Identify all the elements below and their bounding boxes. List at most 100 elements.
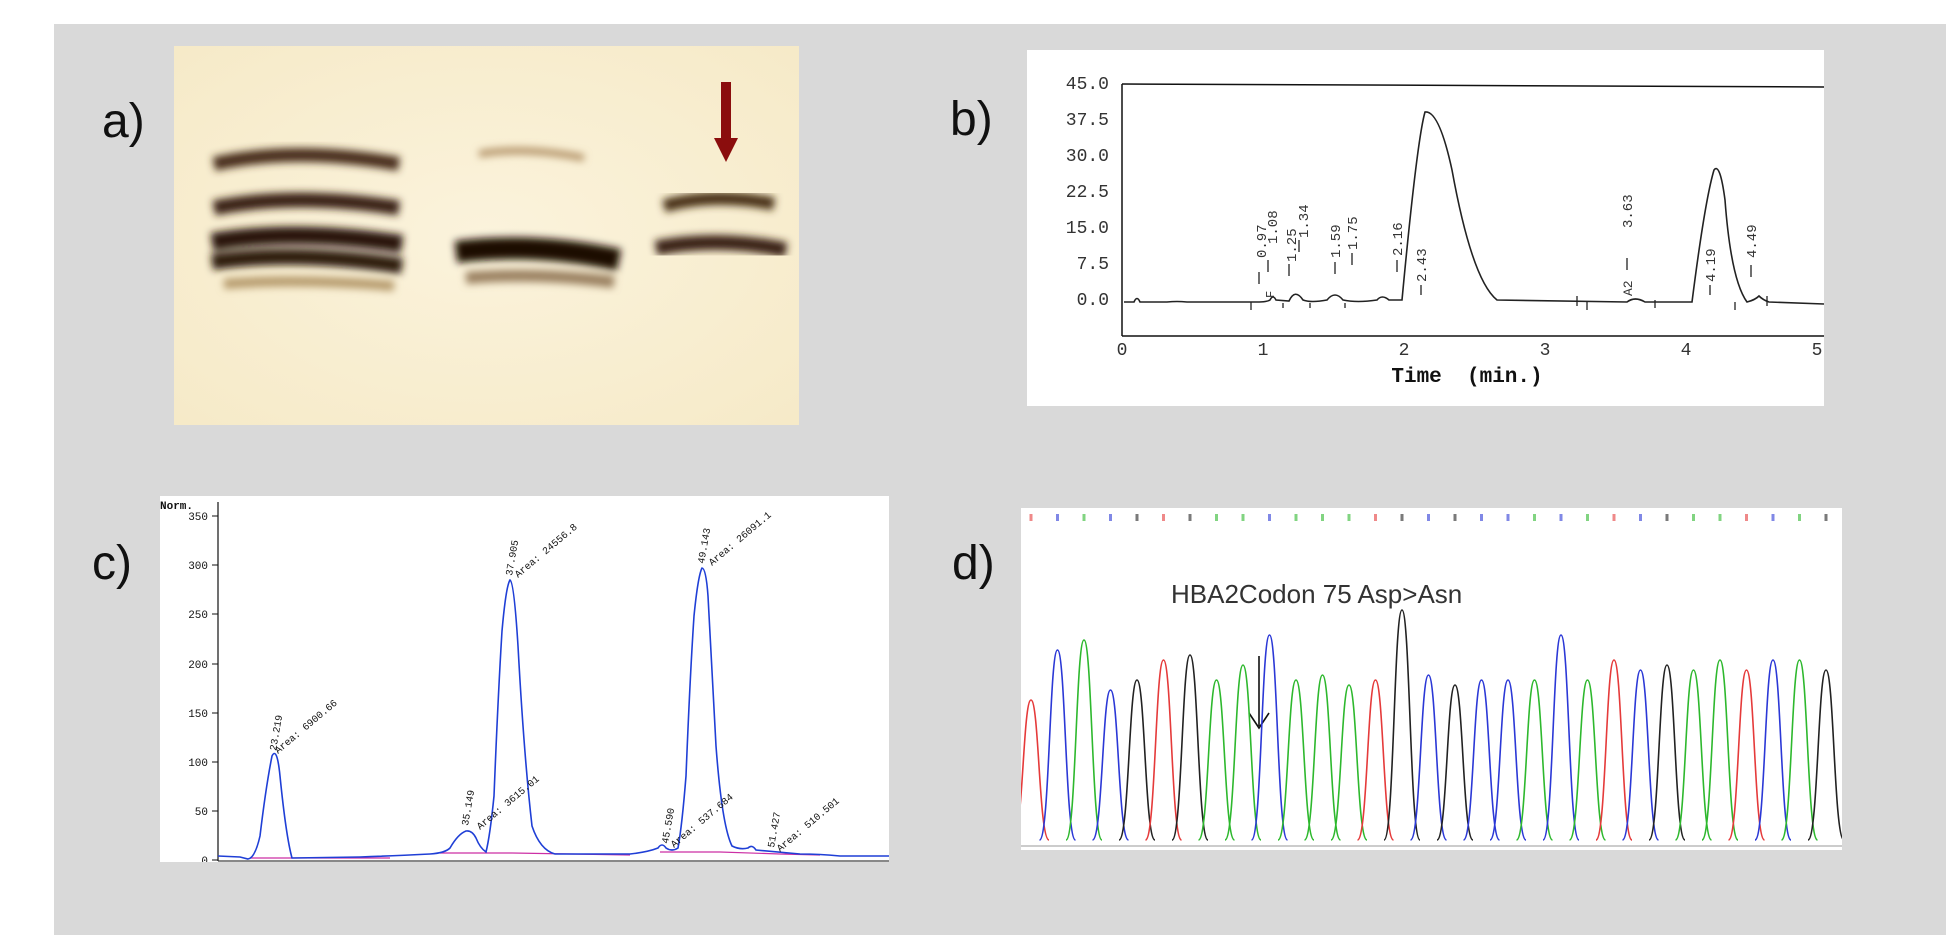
c-ytick-300: 300: [188, 561, 208, 573]
c-ytick-200: 200: [188, 660, 208, 672]
c-area-label-6: Area: 510.501: [776, 796, 843, 855]
b-ytick-7.5: 7.5: [1077, 255, 1109, 275]
trace-peak: [1727, 669, 1766, 841]
b-ytick-30: 30.0: [1066, 147, 1109, 167]
base-call-tick: [1082, 514, 1086, 521]
b-peak-label-2.16: 2.16: [1391, 222, 1407, 256]
trace-peak: [1436, 684, 1474, 841]
c-area-label-3: Area: 24556.8: [514, 522, 581, 581]
b-xtick-4: 4: [1681, 341, 1692, 361]
b-peak-label-1.25: 1.25: [1285, 228, 1301, 262]
trace-peak: [1065, 639, 1103, 841]
base-call-ruler: [1029, 514, 1828, 521]
c-ytick-150: 150: [188, 709, 208, 721]
base-call-tick: [1215, 514, 1218, 521]
b-peak-label-1.75: 1.75: [1346, 216, 1362, 250]
base-call-tick: [1294, 514, 1298, 521]
base-call-tick: [1480, 514, 1483, 521]
b-ytick-45: 45.0: [1066, 75, 1109, 95]
trace-peak: [1674, 669, 1713, 841]
b-peak-label-2.43: 2.43: [1415, 248, 1431, 282]
c-baseline-5: [719, 851, 781, 855]
trace-peak: [1144, 659, 1183, 841]
b-peak-label-4.19: 4.19: [1704, 248, 1720, 282]
trace-peak: [1701, 659, 1739, 841]
annotation-arrow-icon: [1248, 656, 1270, 730]
base-call-tick: [1824, 514, 1828, 521]
b-ytick-0: 0.0: [1077, 291, 1109, 311]
base-call-tick: [1029, 514, 1033, 521]
base-call-tick: [1692, 514, 1695, 521]
base-call-tick: [1268, 514, 1271, 521]
trace-peak: [1621, 669, 1660, 841]
b-xtick-3: 3: [1540, 341, 1551, 361]
gel-lane-3: [654, 191, 788, 258]
c-ytick-100: 100: [188, 758, 208, 770]
c-area-label-5: Area: 26091.1: [708, 510, 775, 569]
base-call-tick: [1612, 514, 1616, 521]
b-peak-label-3.63: 3.63: [1621, 194, 1637, 228]
c-ytick-350: 350: [188, 512, 208, 524]
b-xtick-2: 2: [1399, 341, 1410, 361]
sequencing-chromatogram: HBA2Codon 75 Asp>Asn: [1021, 508, 1842, 850]
trace-peak: [1250, 634, 1289, 841]
trace-peak: [1409, 674, 1448, 841]
base-call-tick: [1506, 514, 1510, 521]
c-ytick-250: 250: [188, 610, 208, 622]
b-x-axis-label: Time (min.): [1391, 366, 1542, 389]
trace-peak: [1330, 684, 1368, 841]
trace-peak: [1383, 609, 1421, 841]
base-call-tick: [1241, 514, 1245, 521]
trace-peak: [1807, 669, 1842, 841]
gel-lane-1: [210, 148, 404, 291]
c-ytick-0: 0: [201, 856, 208, 862]
mutation-annotation: HBA2Codon 75 Asp>Asn: [1171, 579, 1462, 609]
panel-label-d: d): [952, 537, 995, 590]
trace-peak: [1489, 679, 1527, 841]
b-ytick-15: 15.0: [1066, 219, 1109, 239]
b-chromatogram-trace: [1124, 111, 1824, 305]
sequence-trace-peaks: [1021, 609, 1842, 841]
panel-label-b: b): [950, 93, 993, 146]
gel-electrophoresis-image: [174, 46, 799, 425]
base-call-tick: [1400, 514, 1404, 521]
base-call-tick: [1135, 514, 1139, 521]
base-call-tick: [1321, 514, 1324, 521]
b-marker-label-F: F: [1264, 291, 1278, 298]
trace-peak: [1356, 679, 1395, 841]
panel-label-c: c): [92, 537, 132, 590]
base-call-tick: [1109, 514, 1112, 521]
b-peak-label-1.08: 1.08: [1266, 210, 1282, 244]
trace-peak: [1021, 699, 1050, 841]
gel-lane-2: [454, 147, 622, 288]
b-xtick-0: 0: [1117, 341, 1128, 361]
trace-peak: [1568, 679, 1607, 841]
trace-peak: [1197, 679, 1236, 841]
trace-peak: [1277, 679, 1315, 841]
trace-peak: [1171, 654, 1209, 841]
b-marker-label-A2: A2: [1621, 280, 1636, 296]
base-call-tick: [1374, 514, 1377, 521]
trace-peak: [1224, 664, 1262, 841]
trace-peak: [1515, 679, 1554, 841]
trace-peak: [1648, 664, 1686, 841]
down-arrow-icon: [714, 82, 738, 162]
b-peak-label-1.34: 1.34: [1297, 204, 1313, 238]
base-call-tick: [1188, 514, 1192, 521]
b-peak-label-0.97: 0.97: [1255, 224, 1271, 258]
base-call-tick: [1771, 514, 1775, 521]
base-call-tick: [1745, 514, 1748, 521]
trace-peak: [1595, 659, 1633, 841]
c-y-axis-label: Norm.: [160, 501, 193, 513]
base-call-tick: [1453, 514, 1457, 521]
base-call-tick: [1665, 514, 1669, 521]
base-call-tick: [1056, 514, 1059, 521]
base-call-tick: [1586, 514, 1589, 521]
c-area-label-4: Area: 537.684: [670, 792, 737, 851]
trace-peak: [1542, 634, 1580, 841]
trace-peak: [1303, 674, 1342, 841]
b-peak-label-4.49: 4.49: [1745, 224, 1761, 258]
b-xtick-5: 5: [1812, 341, 1823, 361]
b-xtick-1: 1: [1258, 341, 1269, 361]
base-call-tick: [1639, 514, 1642, 521]
